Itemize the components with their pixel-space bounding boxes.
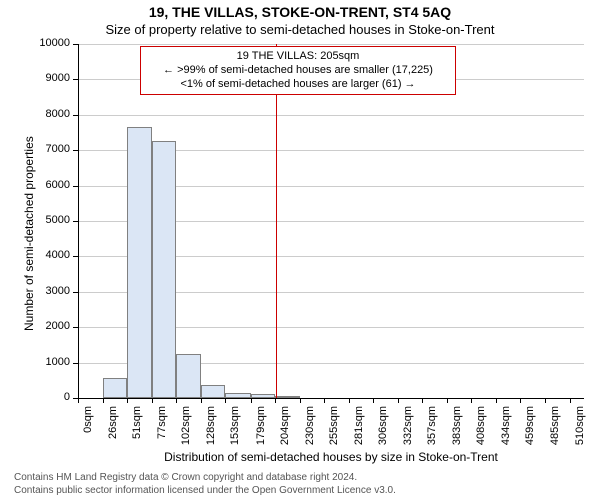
x-tick-mark — [176, 398, 177, 403]
histogram-bar — [127, 127, 152, 398]
x-tick-label: 383sqm — [451, 406, 463, 454]
annotation-line1: 19 THE VILLAS: 205sqm — [147, 50, 449, 64]
x-tick-mark — [324, 398, 325, 403]
annotation-line2: ← >99% of semi-detached houses are small… — [147, 64, 449, 78]
x-tick-label: 51sqm — [131, 406, 143, 454]
chart-title-address: 19, THE VILLAS, STOKE-ON-TRENT, ST4 5AQ — [0, 4, 600, 20]
grid-line — [78, 115, 584, 116]
x-tick-mark — [422, 398, 423, 403]
reference-line — [276, 44, 277, 398]
x-tick-mark — [570, 398, 571, 403]
x-tick-label: 281sqm — [353, 406, 365, 454]
x-tick-mark — [520, 398, 521, 403]
y-tick-label: 6000 — [28, 179, 70, 191]
annotation-box: 19 THE VILLAS: 205sqm ← >99% of semi-det… — [140, 46, 456, 95]
y-tick-label: 8000 — [28, 108, 70, 120]
y-axis-label: Number of semi-detached properties — [22, 136, 36, 331]
x-tick-mark — [447, 398, 448, 403]
y-tick-label: 2000 — [28, 320, 70, 332]
chart-subtitle: Size of property relative to semi-detach… — [0, 22, 600, 37]
y-tick-label: 7000 — [28, 143, 70, 155]
x-tick-label: 204sqm — [279, 406, 291, 454]
x-tick-label: 179sqm — [255, 406, 267, 454]
footer-copyright-2: Contains public sector information licen… — [14, 485, 396, 496]
y-tick-label: 9000 — [28, 72, 70, 84]
x-tick-mark — [471, 398, 472, 403]
x-tick-mark — [251, 398, 252, 403]
x-tick-mark — [545, 398, 546, 403]
chart-container: { "title_line1": "19, THE VILLAS, STOKE-… — [0, 0, 600, 500]
footer-copyright-1: Contains HM Land Registry data © Crown c… — [14, 472, 357, 483]
histogram-bar — [201, 385, 225, 398]
x-tick-label: 510sqm — [574, 406, 586, 454]
y-axis-line — [78, 44, 79, 398]
x-tick-mark — [103, 398, 104, 403]
x-tick-label: 0sqm — [82, 406, 94, 454]
x-tick-label: 459sqm — [524, 406, 536, 454]
x-tick-mark — [78, 398, 79, 403]
x-tick-mark — [398, 398, 399, 403]
x-tick-mark — [300, 398, 301, 403]
x-tick-label: 128sqm — [205, 406, 217, 454]
x-tick-label: 77sqm — [156, 406, 168, 454]
x-tick-mark — [373, 398, 374, 403]
grid-line — [78, 44, 584, 45]
histogram-bar — [152, 141, 176, 398]
y-tick-label: 3000 — [28, 285, 70, 297]
y-tick-label: 1000 — [28, 356, 70, 368]
histogram-bar — [103, 378, 127, 398]
x-tick-label: 26sqm — [107, 406, 119, 454]
x-tick-label: 153sqm — [229, 406, 241, 454]
y-tick-label: 5000 — [28, 214, 70, 226]
x-tick-label: 102sqm — [180, 406, 192, 454]
x-tick-mark — [127, 398, 128, 403]
x-tick-label: 485sqm — [549, 406, 561, 454]
x-tick-mark — [201, 398, 202, 403]
y-tick-label: 10000 — [28, 37, 70, 49]
histogram-bar — [176, 354, 201, 398]
x-tick-label: 332sqm — [402, 406, 414, 454]
x-tick-mark — [349, 398, 350, 403]
x-tick-label: 230sqm — [304, 406, 316, 454]
x-tick-label: 434sqm — [500, 406, 512, 454]
x-tick-label: 357sqm — [426, 406, 438, 454]
x-tick-mark — [496, 398, 497, 403]
x-tick-mark — [275, 398, 276, 403]
annotation-line3: <1% of semi-detached houses are larger (… — [147, 78, 449, 92]
x-tick-mark — [152, 398, 153, 403]
x-axis-line — [78, 398, 584, 399]
x-tick-mark — [225, 398, 226, 403]
x-tick-label: 408sqm — [475, 406, 487, 454]
y-tick-label: 4000 — [28, 249, 70, 261]
plot-area — [78, 44, 584, 398]
y-tick-label: 0 — [28, 391, 70, 403]
x-tick-label: 306sqm — [377, 406, 389, 454]
x-tick-label: 255sqm — [328, 406, 340, 454]
